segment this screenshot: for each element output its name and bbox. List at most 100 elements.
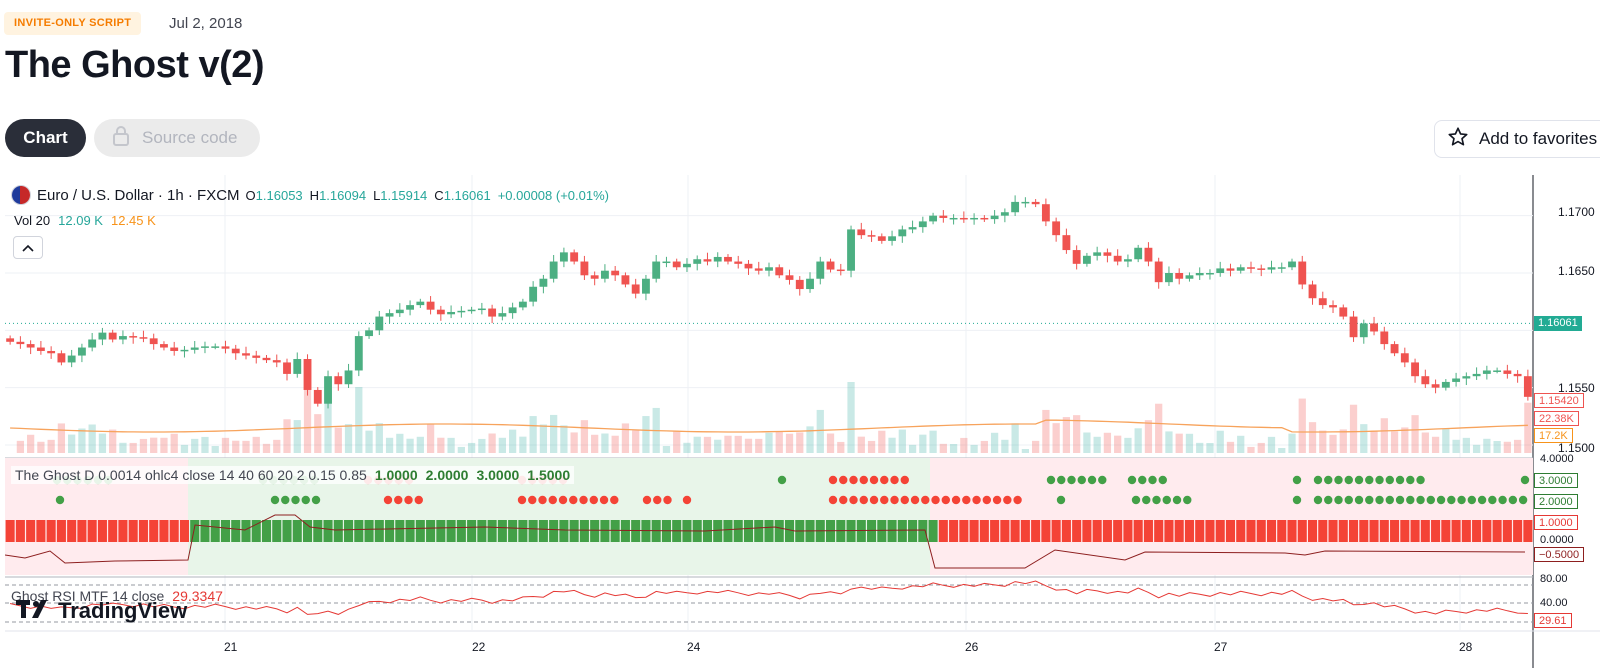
ghost-band-segment <box>36 520 46 542</box>
volume-bar <box>375 423 383 453</box>
rsi-line <box>9 580 1528 615</box>
candle-body <box>1349 316 1358 338</box>
volume-bar <box>683 442 691 453</box>
ghost-signal-dot <box>528 495 537 505</box>
candle-body <box>119 336 127 340</box>
ghost-signal-dot <box>558 495 568 505</box>
ghost-marker-3: 3.0000 <box>1534 473 1578 488</box>
candle-body <box>365 330 373 337</box>
candle-body <box>713 256 722 262</box>
ghost-signal-dot <box>1457 495 1466 505</box>
ghost-signal-dot <box>1334 475 1343 485</box>
candle-body <box>888 236 896 241</box>
ghost-signal-dot <box>849 495 858 505</box>
candle-body <box>201 346 209 348</box>
volume-bar <box>324 396 332 453</box>
ghost-band-segment <box>1390 520 1400 542</box>
ohlc-values: O1.16053 H1.16094 L1.15914 C1.16061 +0.0… <box>246 188 609 203</box>
volume-bar <box>591 434 599 453</box>
candle-body <box>1380 331 1389 345</box>
volume-bar <box>1021 449 1030 453</box>
volume-bar <box>570 432 578 453</box>
volume-marker-label: 17.2K <box>1534 428 1573 443</box>
ghost-signal-dot <box>1172 495 1182 505</box>
price-chart[interactable] <box>5 175 1600 668</box>
rsi-indicator-value: 29.3347 <box>172 588 223 604</box>
candle-body <box>980 217 989 220</box>
ghost-marker-1: 1.0000 <box>1534 515 1578 530</box>
candle-body <box>1411 362 1419 377</box>
collapse-legend-button[interactable] <box>13 236 43 259</box>
ghost-band-segment <box>118 520 128 542</box>
candle-body <box>344 370 353 385</box>
ghost-signal-dot <box>1498 495 1507 505</box>
ghost-band-segment <box>395 520 405 542</box>
volume-bar <box>170 433 178 453</box>
tab-source-code[interactable]: Source code <box>94 119 260 157</box>
volume-bar <box>47 439 55 453</box>
ghost-band-segment <box>415 520 425 542</box>
rsi-indicator-name[interactable]: Ghost RSI MTF 14 close <box>11 588 165 604</box>
volume-bar <box>1493 441 1501 453</box>
volume-bar <box>303 387 312 453</box>
volume-bar <box>1257 442 1265 453</box>
ghost-band-segment <box>908 520 918 542</box>
ghost-signal-dot <box>1375 475 1384 485</box>
ghost-band-segment <box>559 520 569 542</box>
volume-bar <box>837 441 845 453</box>
candle-body <box>252 355 261 358</box>
ghost-band-segment <box>600 520 610 542</box>
ghost-band-segment <box>159 520 169 542</box>
volume-bar <box>806 426 814 453</box>
candle-body <box>929 215 938 222</box>
ghost-band-segment <box>487 520 497 542</box>
ghost-band-segment <box>261 520 272 542</box>
ghost-band-segment <box>1246 520 1256 542</box>
tradingview-logo: TradingView <box>16 598 187 624</box>
time-axis-label: 21 <box>224 640 238 654</box>
ghost-signal-dot <box>311 495 321 505</box>
candle-body <box>1195 273 1204 276</box>
ghost-band-segment <box>385 520 395 542</box>
tab-chart[interactable]: Chart <box>5 119 86 157</box>
eur-usd-flag-icon <box>11 185 31 205</box>
ghost-band-segment <box>1266 520 1277 542</box>
ghost-signal-dot <box>1057 475 1066 485</box>
chart-area[interactable] <box>5 175 1600 668</box>
candle-body <box>898 229 907 237</box>
symbol-name[interactable]: Euro / U.S. Dollar · 1h · FXCM <box>37 186 240 204</box>
candle-body <box>683 263 691 268</box>
candle-body <box>775 267 784 276</box>
candle-body <box>498 313 507 317</box>
ghost-band-segment <box>528 520 538 542</box>
ghost-band-segment <box>764 520 774 542</box>
ghost-band-segment <box>1472 520 1482 542</box>
candle-body <box>734 261 743 264</box>
ghost-value-2: 2.0000 <box>425 467 469 483</box>
publish-date: Jul 2, 2018 <box>169 15 243 32</box>
add-to-favorites-button[interactable]: Add to favorites <box>1434 120 1600 158</box>
candle-body <box>1226 268 1235 271</box>
ghost-signal-dot <box>414 495 423 505</box>
ghost-band-segment <box>897 520 907 542</box>
star-icon <box>1447 126 1469 153</box>
candle-body <box>559 252 568 262</box>
time-axis-label: 28 <box>1459 640 1473 654</box>
ghost-signal-dot <box>663 495 672 505</box>
candle-body <box>908 227 917 230</box>
price-tick: 1.1550 <box>1558 381 1595 395</box>
candle-body <box>939 215 948 218</box>
ghost-value-3: 3.0000 <box>476 467 520 483</box>
candle-body <box>1452 378 1461 382</box>
ghost-signal-dot <box>859 475 868 485</box>
ghost-signal-dot <box>517 495 527 505</box>
ghost-indicator-name[interactable]: The Ghost D 0.0014 ohlc4 close 14 40 60 … <box>15 467 367 483</box>
candle-body <box>1165 273 1173 283</box>
symbol-legend: Euro / U.S. Dollar · 1h · FXCM O1.16053 … <box>11 185 609 205</box>
volume-bar <box>1421 432 1429 453</box>
ghost-signal-dot <box>1148 475 1157 485</box>
ghost-band-segment <box>1010 520 1020 542</box>
ghost-marker-neg: −0.5000 <box>1534 547 1585 562</box>
volume-bar <box>1155 403 1163 453</box>
volume-bar <box>662 446 671 453</box>
